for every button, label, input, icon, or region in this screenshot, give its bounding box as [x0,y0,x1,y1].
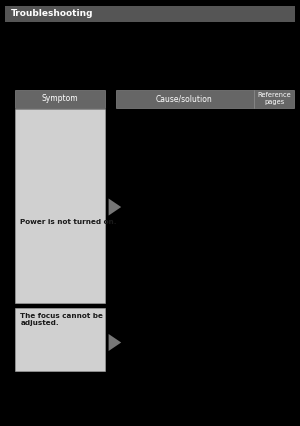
Text: Troubleshooting: Troubleshooting [11,9,93,18]
Polygon shape [109,334,121,351]
Bar [116,90,254,108]
Bar [15,308,105,371]
Text: Power is not turned on.: Power is not turned on. [20,219,117,225]
Polygon shape [109,199,121,216]
Text: Symptom: Symptom [42,94,78,104]
Bar [5,6,295,22]
Text: Reference
pages: Reference pages [257,92,291,105]
Bar [15,109,105,303]
Bar [15,90,105,108]
Bar [254,90,294,108]
Text: The focus cannot be
adjusted.: The focus cannot be adjusted. [20,313,103,326]
Text: Cause/solution: Cause/solution [156,94,213,104]
